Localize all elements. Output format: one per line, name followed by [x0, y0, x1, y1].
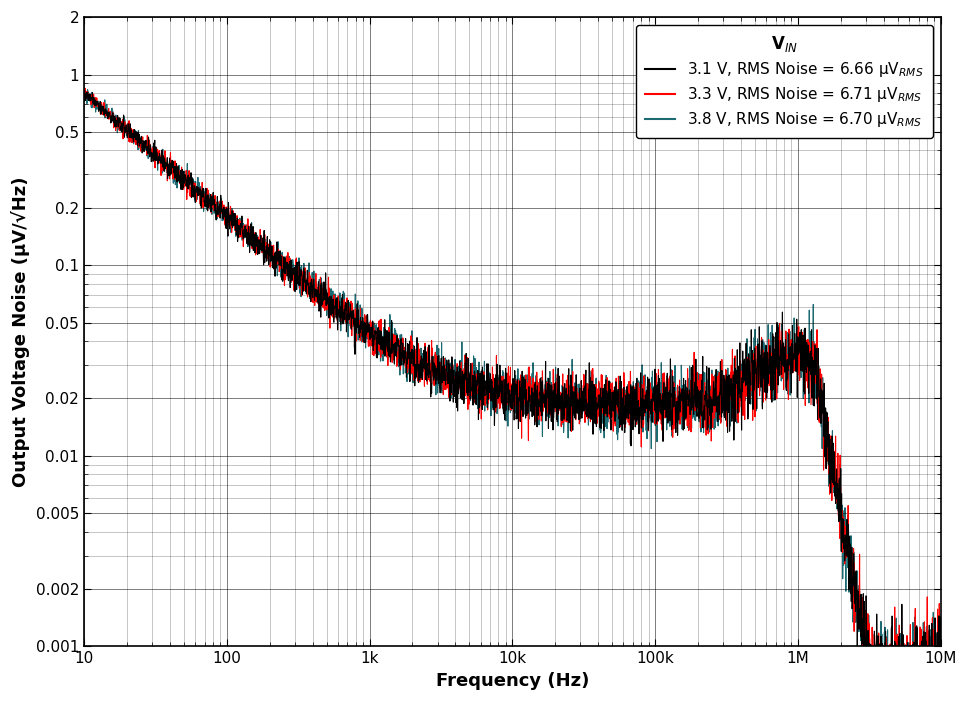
3.1 V, RMS Noise = 6.66 μV$_{RMS}$ [444, 397, 456, 405]
3.1 V, RMS Noise = 6.66 μV$_{RMS}$ [176, 172, 188, 180]
3.8 V, RMS Noise = 6.70 μV$_{RMS}$ [227, 214, 238, 222]
3.3 V, RMS Noise = 6.71 μV$_{RMS}$ [407, 351, 418, 360]
X-axis label: Frequency (Hz): Frequency (Hz) [436, 672, 589, 690]
3.1 V, RMS Noise = 6.66 μV$_{RMS}$ [79, 86, 91, 95]
3.8 V, RMS Noise = 6.70 μV$_{RMS}$ [919, 651, 930, 660]
3.3 V, RMS Noise = 6.71 μV$_{RMS}$ [826, 496, 837, 505]
Line: 3.1 V, RMS Noise = 6.66 μV$_{RMS}$: 3.1 V, RMS Noise = 6.66 μV$_{RMS}$ [84, 90, 941, 701]
3.3 V, RMS Noise = 6.71 μV$_{RMS}$ [935, 657, 947, 665]
Line: 3.8 V, RMS Noise = 6.70 μV$_{RMS}$: 3.8 V, RMS Noise = 6.70 μV$_{RMS}$ [84, 89, 941, 701]
3.1 V, RMS Noise = 6.66 μV$_{RMS}$ [227, 223, 238, 231]
3.8 V, RMS Noise = 6.70 μV$_{RMS}$ [826, 475, 837, 484]
3.3 V, RMS Noise = 6.71 μV$_{RMS}$ [79, 84, 91, 93]
3.8 V, RMS Noise = 6.70 μV$_{RMS}$ [443, 371, 455, 379]
3.1 V, RMS Noise = 6.66 μV$_{RMS}$ [919, 660, 930, 669]
3.8 V, RMS Noise = 6.70 μV$_{RMS}$ [935, 692, 947, 700]
3.3 V, RMS Noise = 6.71 μV$_{RMS}$ [919, 618, 930, 626]
3.1 V, RMS Noise = 6.66 μV$_{RMS}$ [407, 346, 418, 355]
3.8 V, RMS Noise = 6.70 μV$_{RMS}$ [78, 85, 90, 93]
3.3 V, RMS Noise = 6.71 μV$_{RMS}$ [444, 365, 456, 373]
Y-axis label: Output Voltage Noise (μV/√Hz): Output Voltage Noise (μV/√Hz) [11, 177, 30, 487]
3.1 V, RMS Noise = 6.66 μV$_{RMS}$ [935, 667, 947, 676]
3.3 V, RMS Noise = 6.71 μV$_{RMS}$ [176, 184, 188, 192]
3.3 V, RMS Noise = 6.71 μV$_{RMS}$ [78, 88, 90, 97]
Legend: 3.1 V, RMS Noise = 6.66 μV$_{RMS}$, 3.3 V, RMS Noise = 6.71 μV$_{RMS}$, 3.8 V, R: 3.1 V, RMS Noise = 6.66 μV$_{RMS}$, 3.3 … [636, 25, 933, 138]
3.3 V, RMS Noise = 6.71 μV$_{RMS}$ [227, 219, 238, 228]
3.1 V, RMS Noise = 6.66 μV$_{RMS}$ [78, 88, 90, 96]
3.1 V, RMS Noise = 6.66 μV$_{RMS}$ [826, 475, 837, 484]
3.8 V, RMS Noise = 6.70 μV$_{RMS}$ [407, 363, 418, 372]
Line: 3.3 V, RMS Noise = 6.71 μV$_{RMS}$: 3.3 V, RMS Noise = 6.71 μV$_{RMS}$ [84, 88, 941, 701]
3.8 V, RMS Noise = 6.70 μV$_{RMS}$ [176, 177, 188, 186]
